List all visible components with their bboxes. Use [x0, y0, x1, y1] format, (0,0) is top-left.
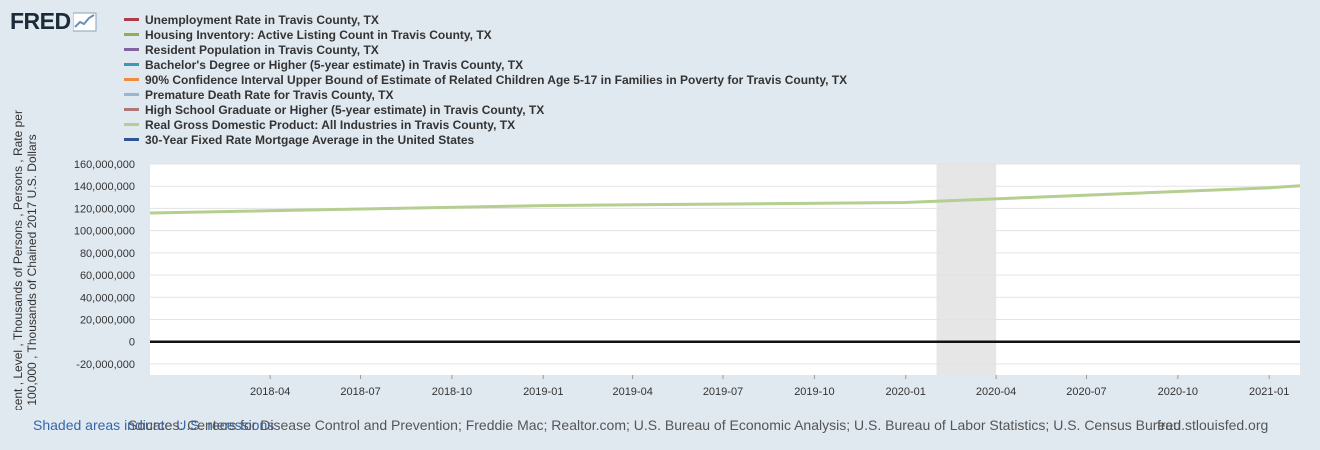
- recession-shading: [936, 164, 997, 375]
- legend-item: Bachelor's Degree or Higher (5-year esti…: [124, 57, 847, 72]
- x-tick-label: 2020-04: [976, 386, 1016, 398]
- legend-swatch: [124, 78, 139, 81]
- legend-swatch: [124, 18, 139, 21]
- x-tick-label: 2020-07: [1066, 386, 1106, 398]
- chart-logo-icon: [72, 12, 97, 31]
- y-tick-label: 60,000,000: [80, 270, 135, 282]
- series-line: [149, 184, 1301, 215]
- x-tick-label: 2019-01: [523, 386, 563, 398]
- legend-swatch: [124, 63, 139, 66]
- y-tick-label: 40,000,000: [80, 292, 135, 304]
- y-tick-label: 100,000,000: [74, 226, 135, 238]
- x-tick-label: 2018-07: [340, 386, 380, 398]
- fred-logo[interactable]: FRED: [10, 8, 97, 35]
- y-tick-label: 160,000,000: [74, 159, 135, 171]
- legend-item: Housing Inventory: Active Listing Count …: [124, 27, 847, 42]
- legend-swatch: [124, 138, 139, 141]
- y-tick-label: 80,000,000: [80, 248, 135, 260]
- y-tick-label: 140,000,000: [74, 181, 135, 193]
- legend-label: Premature Death Rate for Travis County, …: [145, 87, 394, 102]
- plot-area: [150, 164, 1300, 375]
- fred-logo-text: FRED: [10, 8, 71, 34]
- legend-item: High School Graduate or Higher (5-year e…: [124, 102, 847, 117]
- legend-label: Resident Population in Travis County, TX: [145, 42, 379, 57]
- legend-label: 90% Confidence Interval Upper Bound of E…: [145, 72, 848, 87]
- y-tick-label: 120,000,000: [74, 203, 135, 215]
- chart-legend: Unemployment Rate in Travis County, TX Ho…: [124, 12, 847, 147]
- x-tick-label: 2019-04: [612, 386, 652, 398]
- x-tick-label: 2018-10: [432, 386, 472, 398]
- y-tick-label: -20,000,000: [76, 359, 135, 371]
- y-axis-label: Percent , Level , Thousands of Persons ,…: [11, 110, 25, 410]
- legend-item: Premature Death Rate for Travis County, …: [124, 87, 847, 102]
- legend-item: 90% Confidence Interval Upper Bound of E…: [124, 72, 847, 87]
- legend-item: Unemployment Rate in Travis County, TX: [124, 12, 847, 27]
- shaded-areas-link[interactable]: Shaded areas indicate U.S. recessions: [33, 417, 275, 433]
- legend-label: Unemployment Rate in Travis County, TX: [145, 12, 379, 27]
- x-tick-label: 2019-07: [703, 386, 743, 398]
- legend-item: Resident Population in Travis County, TX: [124, 42, 847, 57]
- legend-item: Real Gross Domestic Product: All Industr…: [124, 117, 847, 132]
- legend-label: Real Gross Domestic Product: All Industr…: [145, 117, 516, 132]
- y-axis-label: 100,000 , Thousands of Chained 2017 U.S.…: [25, 134, 39, 405]
- x-tick-label: 2020-01: [886, 386, 926, 398]
- sources-text: Sources: Centers for Disease Control and…: [128, 417, 1181, 433]
- legend-label: High School Graduate or Higher (5-year e…: [145, 102, 545, 117]
- x-tick-label: 2018-04: [250, 386, 290, 398]
- x-tick-label: 2020-10: [1158, 386, 1198, 398]
- legend-label: 30-Year Fixed Rate Mortgage Average in t…: [145, 132, 475, 147]
- legend-label: Housing Inventory: Active Listing Count …: [145, 27, 492, 42]
- y-tick-label: 20,000,000: [80, 314, 135, 326]
- legend-swatch: [124, 48, 139, 51]
- legend-swatch: [124, 33, 139, 36]
- legend-swatch: [124, 108, 139, 111]
- chart-svg: -20,000,000 0 20,000,000 40,000,000 60,000,0…: [11, 110, 1301, 410]
- fred-site-link[interactable]: fred.stlouisfed.org: [1157, 417, 1269, 433]
- legend-swatch: [124, 93, 139, 96]
- legend-swatch: [124, 123, 139, 126]
- legend-item: 30-Year Fixed Rate Mortgage Average in t…: [124, 132, 847, 147]
- x-tick-label: 2019-10: [794, 386, 834, 398]
- legend-label: Bachelor's Degree or Higher (5-year esti…: [145, 57, 524, 72]
- y-tick-label: 0: [129, 337, 135, 349]
- x-tick-label: 2021-01: [1249, 386, 1289, 398]
